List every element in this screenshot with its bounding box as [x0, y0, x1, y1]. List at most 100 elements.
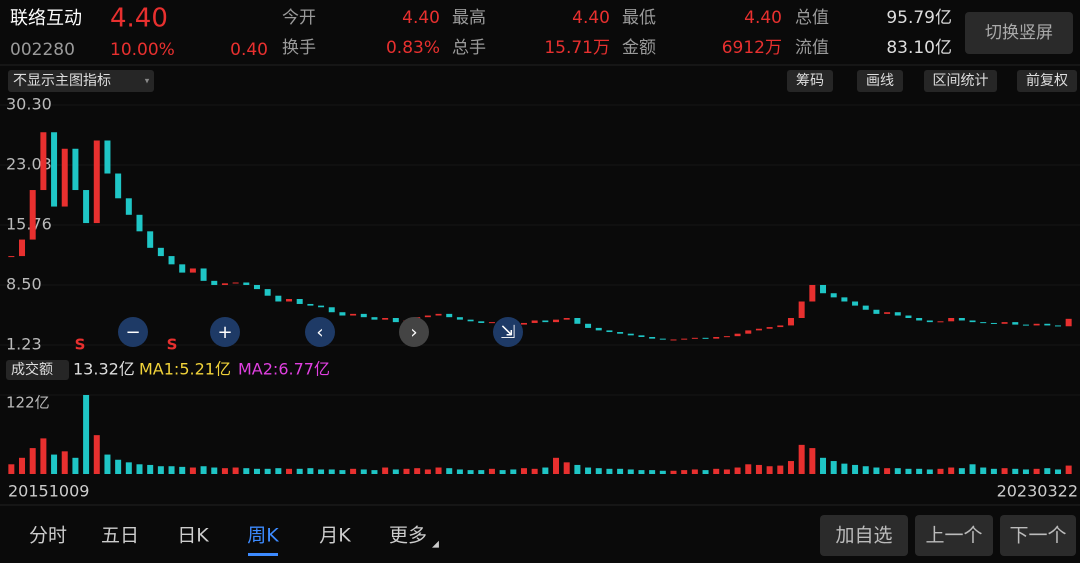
- stat-label: 最低: [622, 8, 656, 28]
- dropdown-caret: ▾: [145, 77, 150, 87]
- candle: [948, 318, 955, 322]
- toolbar-button-label[interactable]: 筹码: [796, 72, 824, 89]
- period-tab[interactable]: 分时: [29, 525, 67, 547]
- candle: [520, 322, 527, 325]
- rotate-button-label[interactable]: 切换竖屏: [985, 23, 1053, 43]
- volume-bar: [681, 470, 688, 474]
- volume-bar: [8, 464, 15, 474]
- sell-signal: S: [75, 336, 86, 354]
- volume-bar: [926, 469, 933, 474]
- volume-bar: [147, 464, 154, 474]
- volume-bar: [723, 469, 730, 474]
- candle: [563, 318, 570, 320]
- period-tab[interactable]: 更多: [389, 525, 427, 547]
- volume-bar: [777, 465, 784, 474]
- action-button-label[interactable]: 加自选: [835, 525, 892, 547]
- volume-bar: [852, 464, 859, 474]
- candle: [809, 284, 816, 302]
- toolbar-button[interactable]: [1017, 70, 1077, 92]
- candle: [617, 332, 624, 334]
- volume-bar: [563, 462, 570, 474]
- volume-bar: [360, 469, 367, 474]
- candle: [168, 256, 175, 265]
- indicator-label[interactable]: 不显示主图指标: [13, 73, 111, 89]
- nav-icon[interactable]: ⇲: [500, 322, 515, 343]
- indicator-select[interactable]: [8, 70, 154, 92]
- candle: [681, 338, 688, 340]
- action-button[interactable]: [915, 515, 993, 556]
- nav-button[interactable]: [210, 317, 240, 347]
- volume-bar: [72, 457, 79, 474]
- toolbar-button-label[interactable]: 区间统计: [933, 73, 989, 89]
- candle: [424, 315, 431, 318]
- candle: [221, 283, 228, 285]
- volume-bar: [531, 468, 538, 474]
- candle: [553, 319, 560, 323]
- toolbar-button-label[interactable]: 前复权: [1026, 72, 1068, 89]
- volume-label[interactable]: 成交额: [11, 361, 53, 378]
- volume-tick-label: 122亿: [6, 394, 50, 412]
- candle: [1054, 325, 1061, 327]
- candle: [531, 320, 538, 323]
- nav-icon[interactable]: +: [217, 322, 232, 343]
- candle: [1001, 322, 1008, 324]
- candle: [232, 282, 239, 284]
- candle: [862, 305, 869, 310]
- toolbar-button[interactable]: [787, 70, 833, 92]
- volume-select[interactable]: [6, 360, 69, 380]
- volume-bar: [179, 466, 186, 474]
- more-caret: ◢: [432, 540, 439, 550]
- action-button-label[interactable]: 上一个: [925, 525, 982, 547]
- action-button[interactable]: [820, 515, 908, 556]
- toolbar-button[interactable]: [857, 70, 903, 92]
- nav-icon[interactable]: ›: [410, 322, 417, 343]
- nav-icon[interactable]: ‹: [316, 322, 323, 343]
- candle: [670, 339, 677, 341]
- candle: [1033, 323, 1040, 326]
- candle: [19, 239, 26, 257]
- period-tab[interactable]: 五日: [101, 525, 139, 547]
- volume-bar: [948, 467, 955, 474]
- volume-bar: [307, 468, 314, 474]
- volume-bar: [1033, 468, 1040, 474]
- period-tab[interactable]: 日K: [177, 525, 209, 547]
- candle: [467, 319, 474, 322]
- volume-bar: [40, 438, 47, 474]
- volume-bar: [467, 470, 474, 474]
- candle: [93, 140, 100, 224]
- period-tab[interactable]: 周K: [247, 525, 279, 547]
- action-button[interactable]: [1000, 515, 1076, 556]
- candle: [702, 337, 709, 339]
- toolbar-button-label[interactable]: 画线: [866, 73, 894, 89]
- nav-button[interactable]: [399, 317, 429, 347]
- candle: [61, 148, 68, 207]
- stat-label: 总值: [795, 8, 829, 28]
- volume-bar: [798, 444, 805, 474]
- volume-bar: [1065, 465, 1072, 474]
- candle: [136, 214, 143, 232]
- volume-bar: [787, 461, 794, 474]
- candle: [745, 330, 752, 334]
- period-tab[interactable]: 月K: [319, 525, 351, 547]
- volume-bar: [990, 468, 997, 474]
- volume-bar: [339, 470, 346, 474]
- volume-bar: [61, 451, 68, 474]
- candle: [83, 190, 90, 224]
- action-button-label[interactable]: 下一个: [1009, 525, 1066, 547]
- toolbar-button[interactable]: [924, 70, 997, 92]
- volume-bar: [456, 469, 463, 474]
- volume-bar: [830, 461, 837, 474]
- rotate-button[interactable]: [965, 12, 1073, 54]
- candle: [157, 247, 164, 257]
- nav-button[interactable]: [118, 317, 148, 347]
- volume-bar: [755, 464, 762, 474]
- nav-icon[interactable]: −: [125, 322, 140, 343]
- candle: [777, 325, 784, 328]
- nav-button[interactable]: [305, 317, 335, 347]
- nav-button[interactable]: [493, 317, 523, 347]
- y-tick-label: 1.23: [6, 335, 42, 354]
- volume-bar: [766, 466, 773, 474]
- candle: [125, 198, 132, 215]
